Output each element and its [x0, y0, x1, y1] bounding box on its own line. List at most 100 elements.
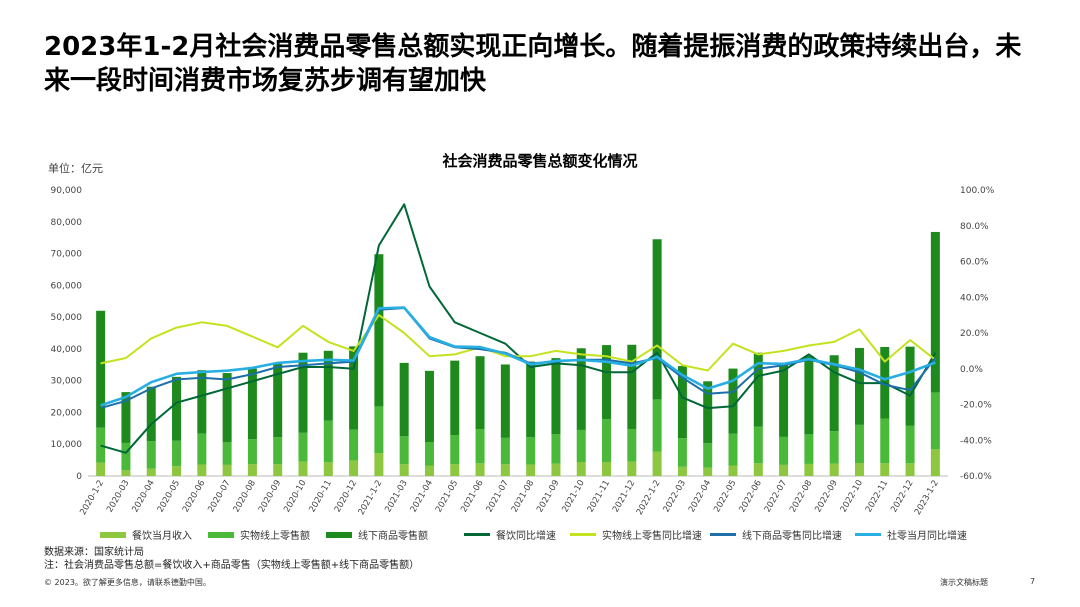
bar-segment	[551, 463, 561, 476]
x-axis-tick-label: 2021-08	[510, 479, 536, 515]
bar-segment	[703, 467, 713, 476]
bar-segment	[374, 406, 384, 454]
x-axis-tick-label: 2021-03	[383, 479, 409, 515]
bar-segment	[323, 420, 333, 463]
right-axis-tick-label: 60.0%	[960, 258, 989, 268]
bar-segment	[399, 436, 409, 465]
x-axis-tick-label: 2022-04	[687, 479, 713, 515]
legend-swatch	[464, 533, 490, 536]
legend-swatch	[208, 531, 234, 538]
bar-segment	[424, 465, 434, 476]
bar-segment	[905, 425, 915, 464]
bar-segment	[121, 442, 131, 471]
bar-segment	[222, 442, 232, 465]
chart-area: 0 10,000 20,000 30,000 40,000 50,000 60,000 70,…	[51, 186, 995, 517]
left-axis-tick-label: 60,000	[51, 281, 83, 291]
bar-segment	[323, 462, 333, 476]
bar-segment	[728, 465, 738, 476]
legend-label: 实物线上零售同比增速	[602, 531, 702, 542]
bar-segment	[96, 427, 106, 463]
x-axis-tick-label: 2022-10	[839, 479, 865, 515]
x-axis-tick-label: 2020-11	[307, 479, 333, 515]
bar-segment	[576, 348, 586, 430]
left-axis-tick-label: 80,000	[51, 218, 83, 228]
bar-segment	[121, 392, 131, 443]
right-axis-tick-label: -60.0%	[960, 472, 992, 482]
left-axis-tick-label: 90,000	[51, 186, 83, 196]
x-axis-tick-label: 2021-09	[535, 479, 561, 515]
left-axis-tick-label: 30,000	[51, 377, 83, 387]
x-axis-tick-label: 2022-06	[737, 479, 763, 515]
bar-segment	[804, 463, 814, 476]
bar-segment	[930, 392, 940, 450]
bar-segment	[349, 429, 359, 461]
x-axis-tick-label: 2021-06	[459, 479, 485, 515]
left-axis-tick-label: 40,000	[51, 345, 83, 355]
bar-segment	[551, 358, 561, 435]
bar-segment	[197, 433, 207, 465]
legend-label: 线下商品零售同比增速	[742, 531, 842, 542]
bar-segment	[222, 373, 232, 443]
bar-segment	[753, 426, 763, 464]
formula-note: 注：社会消费品零售总额=餐饮收入+商品零售（实物线上零售额+线下商品零售额）	[44, 560, 420, 571]
bar-segment	[247, 368, 257, 440]
bar-segment	[349, 460, 359, 476]
bar-segment	[121, 470, 131, 476]
bar-segment	[96, 462, 106, 476]
bar-segment	[526, 464, 536, 476]
x-axis-tick-label: 2020-09	[257, 479, 283, 515]
bar-segment	[703, 443, 713, 468]
x-axis-tick-label: 2020-10	[282, 479, 308, 515]
slide-headline: 2023年1-2月社会消费品零售总额实现正向增长。随着提振消费的政策持续出台，未…	[44, 32, 1022, 96]
legend-swatch	[326, 531, 352, 538]
right-axis-tick-label: 20.0%	[960, 329, 989, 339]
bar-segment	[298, 352, 308, 433]
bar-segment	[298, 461, 308, 476]
legend-swatch	[570, 533, 596, 536]
page-number: 7	[1030, 577, 1036, 586]
bar-segment	[602, 345, 612, 420]
left-axis-tick-label: 20,000	[51, 408, 83, 418]
source-note: 数据来源：国家统计局	[44, 547, 144, 558]
bar-segment	[677, 366, 687, 439]
footer-presentation-title: 演示文稿标题	[940, 578, 988, 587]
bar-segment	[854, 424, 864, 463]
x-axis-tick-label: 2022-08	[788, 479, 814, 515]
series-line	[100, 314, 937, 372]
bar-segment	[930, 449, 940, 476]
legend-label: 餐饮当月收入	[132, 531, 192, 542]
bar-segment	[399, 464, 409, 476]
bar-segment	[728, 368, 738, 434]
bar-segment	[854, 462, 864, 476]
legend-label: 餐饮同比增速	[496, 531, 556, 542]
unit-label: 单位：亿元	[48, 162, 103, 175]
bar-segment	[677, 438, 687, 467]
x-axis-tick-label: 2022-11	[864, 479, 890, 515]
bar-segment	[602, 419, 612, 463]
bar-segment	[323, 350, 333, 421]
bar-segment	[273, 363, 283, 438]
right-axis-tick-label: 0.0%	[960, 365, 983, 375]
x-axis-tick-label: 2022-1-2	[635, 479, 663, 517]
chart-title: 社会消费品零售总额变化情况	[442, 152, 638, 170]
bar-segment	[349, 346, 359, 430]
series-line	[100, 306, 936, 407]
bar-segment	[753, 352, 763, 427]
legend-entry: 实物线上零售同比增速	[570, 527, 702, 542]
bar-segment	[677, 466, 687, 476]
left-axis-tick-label: 0	[76, 472, 82, 482]
bar-segment	[450, 464, 460, 476]
x-axis-tick-label: 2021-11	[586, 479, 612, 515]
x-axis-tick-label: 2020-03	[105, 479, 131, 515]
x-axis-tick-label: 2022-05	[712, 479, 738, 515]
bar-segment	[146, 386, 156, 442]
bar-segment	[399, 362, 409, 437]
x-axis-tick-label: 2021-12	[611, 479, 637, 515]
legend-swatch	[855, 533, 881, 536]
legend-entry: 实物线上零售额	[208, 527, 310, 542]
footer-copyright: © 2023。欲了解更多信息，请联系德勤中国。	[44, 578, 211, 587]
bar-segment	[374, 254, 384, 407]
bar-segment	[652, 451, 662, 476]
bar-segment	[424, 441, 434, 466]
bar-segment	[146, 441, 156, 469]
